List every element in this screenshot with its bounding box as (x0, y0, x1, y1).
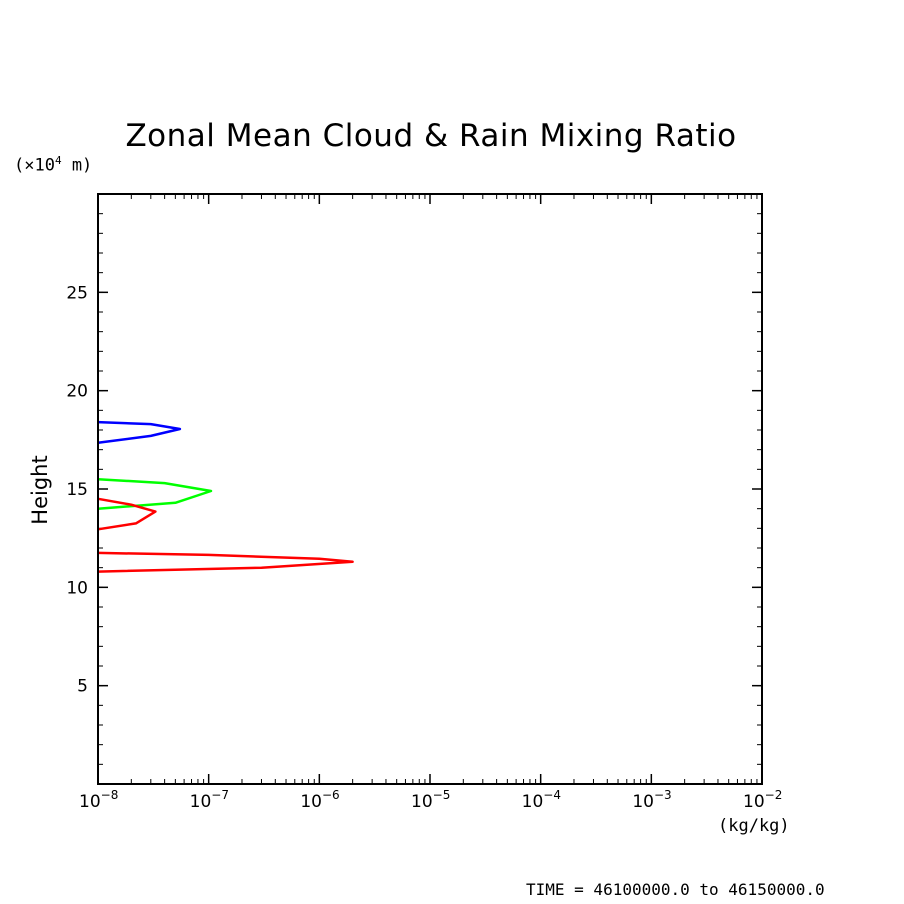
series-line (97, 551, 354, 573)
series-layer (97, 420, 354, 573)
y-tick-label: 10 (66, 578, 88, 598)
x-tick-label: 10−2 (743, 788, 782, 812)
time-range-label: TIME = 46100000.0 to 46150000.0 (526, 880, 825, 899)
series-line (97, 477, 213, 510)
y-tick-label: 25 (66, 283, 88, 303)
x-tick-label: 10−3 (632, 788, 671, 812)
x-tick-label: 10−7 (190, 788, 229, 812)
series-line (97, 497, 157, 531)
x-axis-unit: (kg/kg) (718, 816, 790, 836)
x-tick-label: 10−4 (522, 788, 561, 812)
plot-frame (97, 193, 763, 785)
tick-labels: 10−8 10−7 10−6 10−5 10−4 10−3 10−2 5 10 15 20 25 (66, 283, 782, 812)
x-tick-label: 10−6 (300, 788, 339, 812)
series-line (97, 420, 182, 445)
y-tick-label: 5 (77, 677, 88, 697)
x-tick-label: 10−5 (411, 788, 450, 812)
y-axis-unit: (×104 m) (14, 154, 93, 176)
x-tick-label: 10−8 (79, 788, 118, 812)
y-tick-label: 15 (66, 480, 88, 500)
chart-title: Zonal Mean Cloud & Rain Mixing Ratio (125, 118, 737, 154)
y-tick-label: 20 (66, 382, 88, 402)
